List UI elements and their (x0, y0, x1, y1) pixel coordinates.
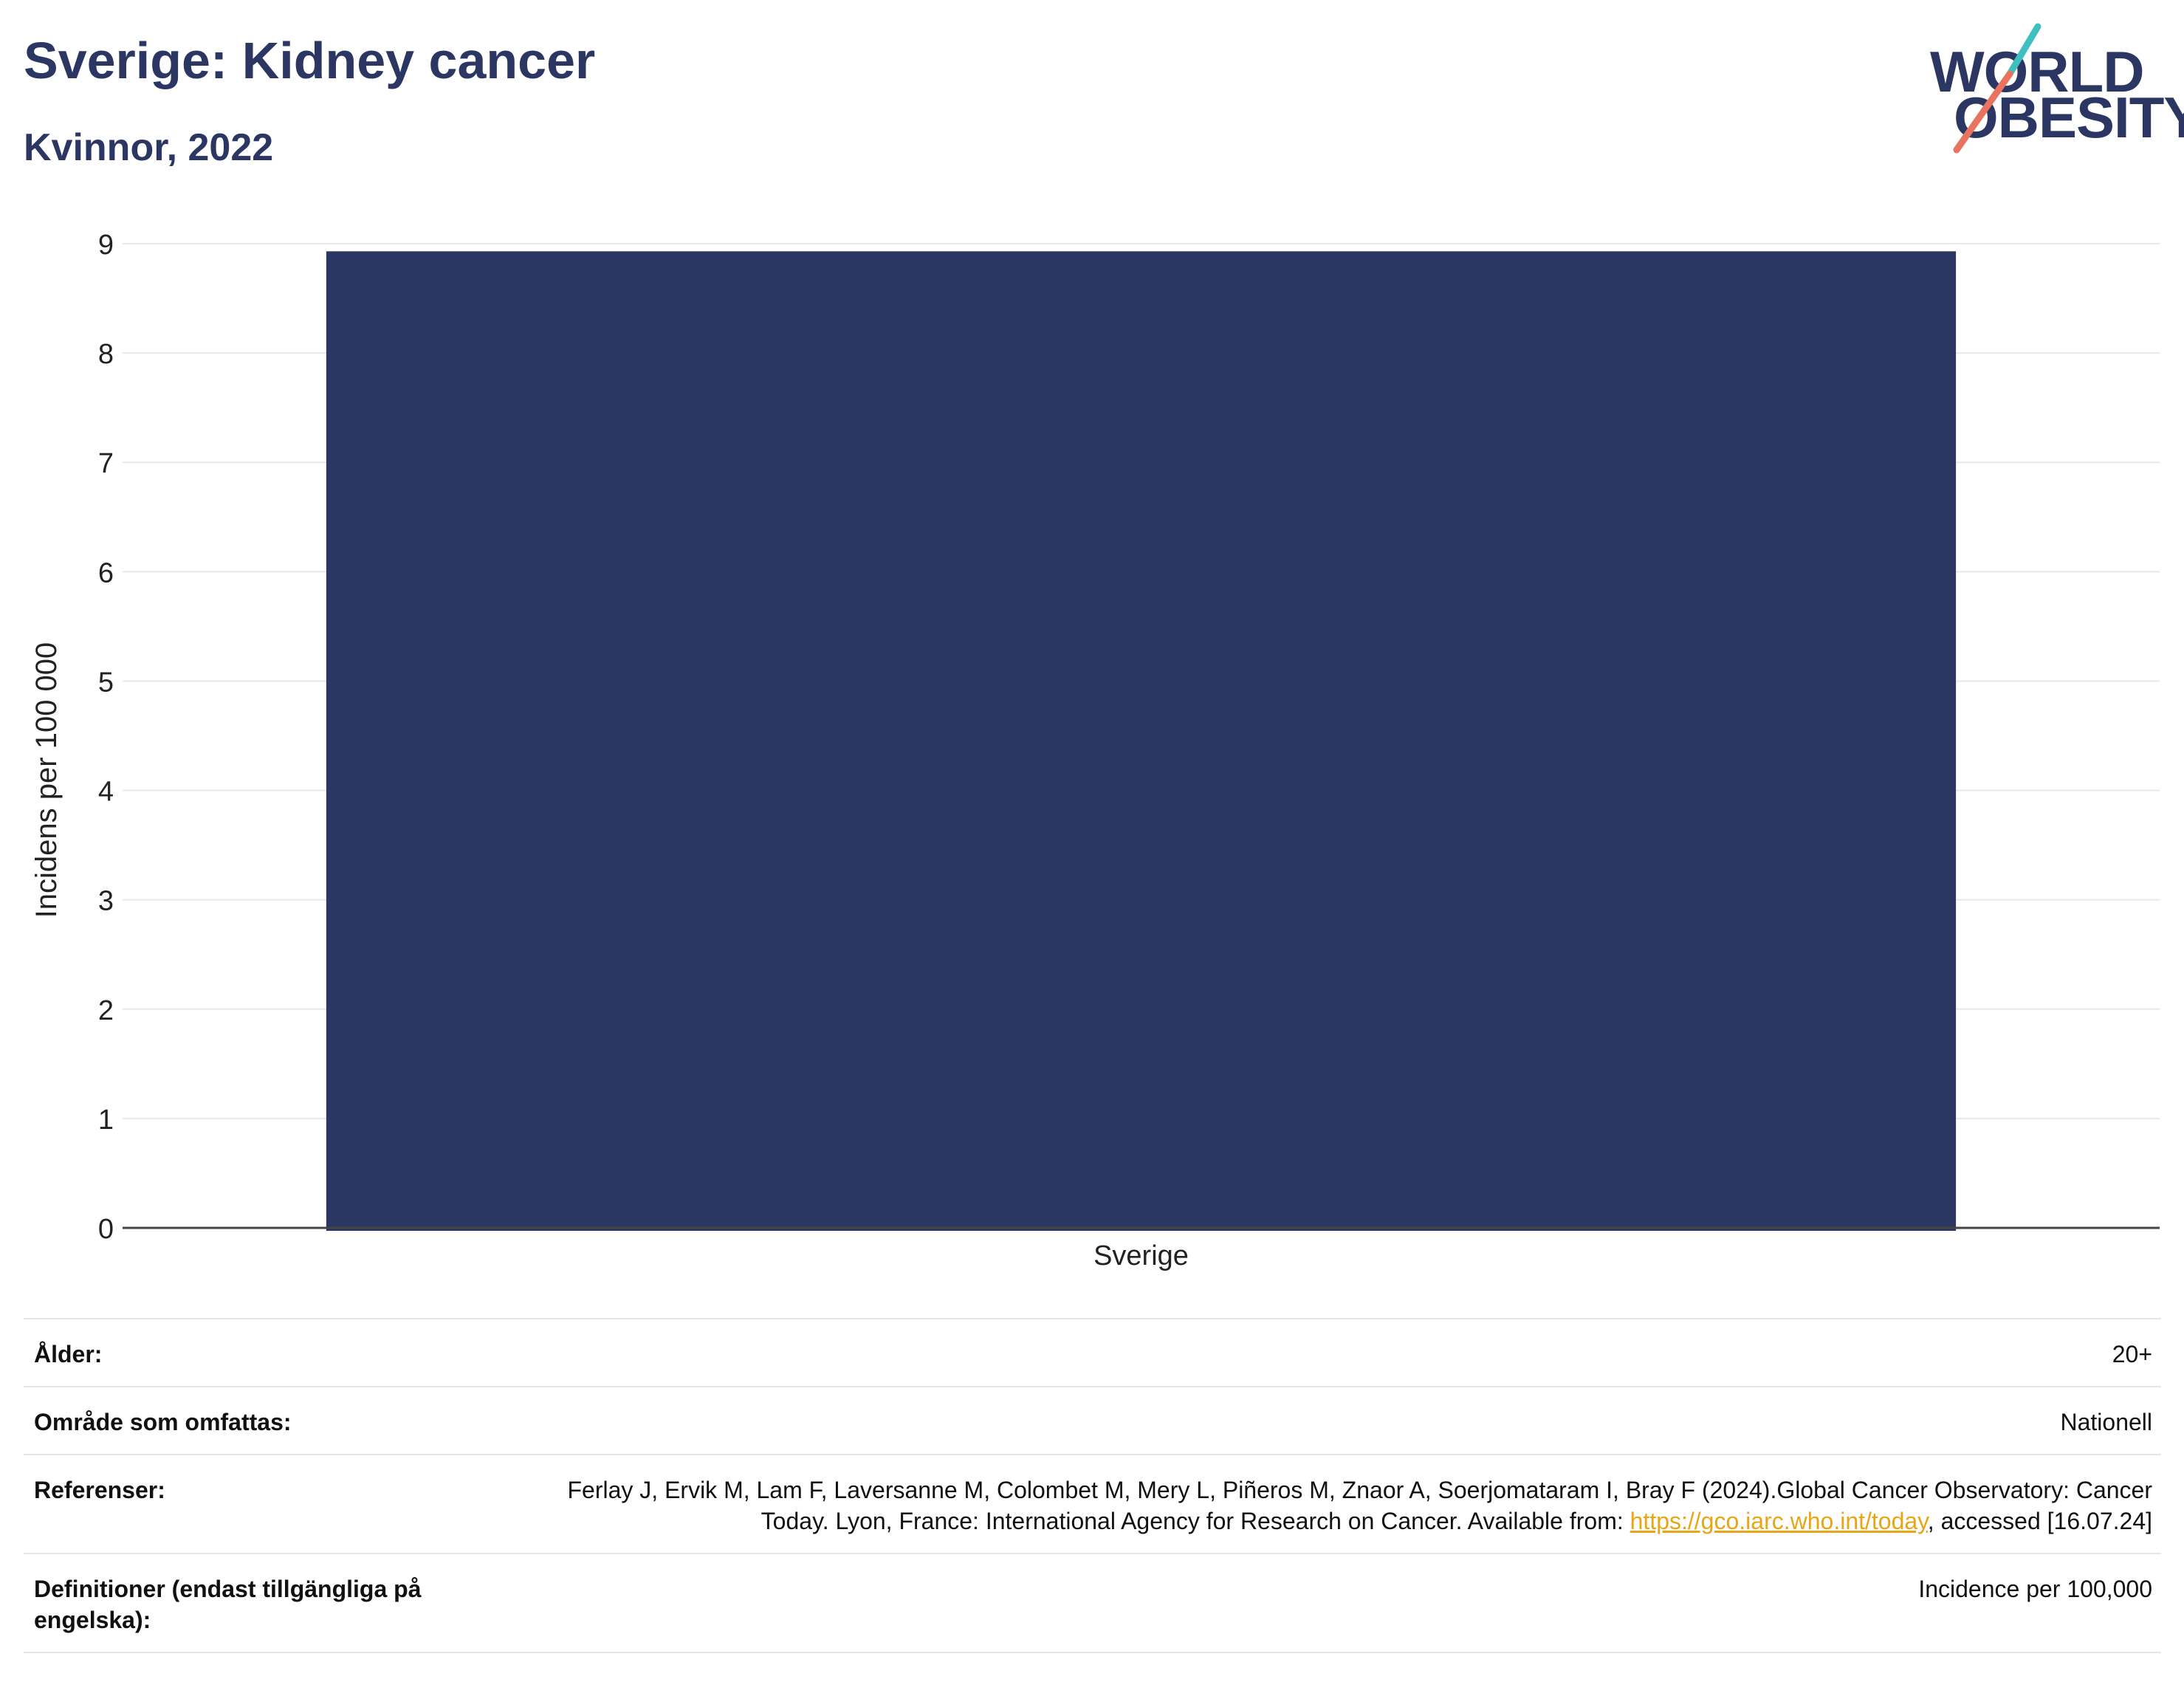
y-tick-label-3: 3 (98, 886, 114, 917)
x-tick-label-0: Sverige (1093, 1240, 1189, 1271)
y-tick-label-6: 6 (98, 557, 114, 588)
info-label-age: Ålder: (34, 1341, 103, 1367)
logo-slash-icon (1953, 23, 2042, 154)
bars (326, 251, 1957, 1231)
chart-title: Sverige: Kidney cancer (24, 32, 596, 89)
y-tick-label-4: 4 (98, 777, 114, 808)
info-label-references: Referenser: (34, 1477, 165, 1503)
info-row-definitions: Definitioner (endast tillgängliga på eng… (24, 1553, 2161, 1653)
bar-chart: 0 1 2 3 4 5 6 7 8 9 Sverige Incidens per 100 000 (30, 230, 2160, 1271)
chart-subtitle: Kvinnor, 2022 (24, 126, 274, 169)
logo-word-world: WORLD (1930, 39, 2145, 104)
info-row-references: Referenser: Ferlay J, Ervik M, Lam F, La… (24, 1454, 2161, 1553)
y-tick-label-7: 7 (98, 448, 114, 479)
info-label-area: Område som omfattas: (34, 1409, 292, 1435)
world-obesity-logo: WORLD OBESITY (1927, 21, 2184, 154)
x-axis-ticks: Sverige (1093, 1240, 1189, 1271)
reference-accessed: , accessed [16.07.24] (1927, 1508, 2152, 1534)
info-label-definitions: Definitioner (endast tillgängliga på eng… (34, 1576, 422, 1633)
info-row-area: Område som omfattas: Nationell (24, 1386, 2161, 1454)
y-tick-label-9: 9 (98, 230, 114, 261)
info-value-age: 20+ (2112, 1341, 2152, 1367)
reference-link[interactable]: https://gco.iarc.who.int/today (1630, 1508, 1928, 1534)
info-value-definitions: Incidence per 100,000 (1918, 1576, 2152, 1602)
info-table: Ålder: 20+ Område som omfattas: Nationel… (24, 1318, 2161, 1653)
y-tick-label-8: 8 (98, 339, 114, 370)
y-tick-label-2: 2 (98, 995, 114, 1026)
info-value-area: Nationell (2060, 1409, 2152, 1435)
y-tick-label-1: 1 (98, 1105, 114, 1136)
info-row-age: Ålder: 20+ (24, 1318, 2161, 1386)
reference-text: Ferlay J, Ervik M, Lam F, Laversanne M, … (567, 1477, 2152, 1534)
y-axis-ticks: 0 1 2 3 4 5 6 7 8 9 (98, 230, 114, 1245)
y-axis-label: Incidens per 100 000 (30, 642, 63, 919)
bar-sverige (326, 251, 1957, 1231)
y-tick-label-0: 0 (98, 1214, 114, 1245)
y-tick-label-5: 5 (98, 667, 114, 698)
info-value-references: Ferlay J, Ervik M, Lam F, Laversanne M, … (506, 1474, 2152, 1537)
